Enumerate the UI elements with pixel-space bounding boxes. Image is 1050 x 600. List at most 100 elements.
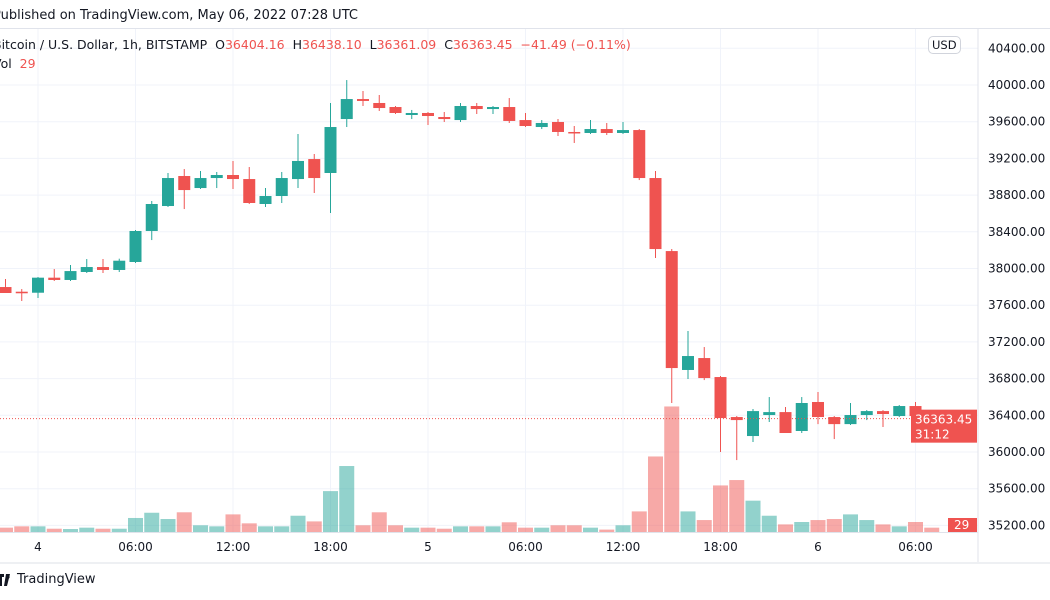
volume-bar	[696, 520, 712, 532]
close-value: 36363.45	[452, 37, 513, 52]
candle-down[interactable]	[389, 107, 402, 113]
volume-bar	[826, 519, 842, 532]
candle-down[interactable]	[779, 412, 792, 434]
candle-down[interactable]	[422, 112, 434, 117]
candle-down[interactable]	[48, 277, 61, 280]
candle-down[interactable]	[649, 178, 662, 250]
candle-down[interactable]	[600, 129, 613, 133]
candle-down[interactable]	[568, 131, 581, 134]
candle-up[interactable]	[454, 106, 467, 121]
candle-down[interactable]	[0, 287, 12, 293]
candle-down[interactable]	[665, 251, 678, 369]
symbol-legend: Bitcoin / U.S. Dollar, 1h, BITSTAMP O364…	[0, 37, 631, 52]
candle-down[interactable]	[15, 291, 28, 294]
candle-up[interactable]	[617, 130, 629, 133]
candle-up[interactable]	[145, 203, 158, 231]
volume-bar	[615, 525, 631, 532]
volume-bar	[241, 523, 257, 532]
candle-up[interactable]	[292, 160, 304, 180]
candle-down[interactable]	[243, 179, 256, 203]
candle-down[interactable]	[633, 130, 646, 179]
volume-bar	[891, 526, 907, 532]
low-value: 36361.09	[376, 37, 437, 52]
candle-down[interactable]	[877, 411, 889, 415]
volume-bar	[290, 515, 306, 532]
candle-up[interactable]	[113, 260, 126, 270]
bottom-divider	[0, 562, 1050, 564]
candle-down[interactable]	[97, 267, 109, 270]
time-tick-label: 12:00	[216, 540, 251, 554]
close-label: C	[444, 37, 453, 52]
price-tick-label: 35200.00	[988, 518, 1045, 532]
candle-up[interactable]	[275, 178, 288, 197]
high-value: 36438.10	[302, 37, 362, 52]
volume-bar	[404, 527, 420, 532]
candle-up[interactable]	[487, 107, 499, 110]
candle-up[interactable]	[259, 196, 272, 204]
volume-bar	[420, 527, 436, 532]
candle-up[interactable]	[747, 411, 759, 437]
candle-down[interactable]	[730, 417, 743, 421]
candle-down[interactable]	[519, 120, 532, 127]
candle-down[interactable]	[308, 159, 321, 179]
volume-bar	[258, 526, 273, 532]
candle-up[interactable]	[535, 122, 548, 128]
candle-up[interactable]	[893, 406, 906, 417]
candle-up[interactable]	[194, 178, 207, 189]
open-value: 36404.16	[224, 37, 285, 52]
volume-bar	[843, 514, 858, 532]
price-tick-label: 35600.00	[988, 482, 1045, 496]
candle-down[interactable]	[714, 377, 727, 419]
candle-down[interactable]	[828, 417, 841, 425]
volume-bar	[778, 524, 793, 532]
candle-up[interactable]	[844, 415, 857, 425]
price-tick-label: 37600.00	[988, 298, 1045, 312]
candle-up[interactable]	[32, 277, 44, 293]
time-tick-label: 06:00	[898, 540, 933, 554]
price-tick-label: 40400.00	[988, 41, 1045, 55]
candle-up[interactable]	[682, 356, 694, 370]
candle-up[interactable]	[340, 99, 353, 120]
candle-up[interactable]	[129, 230, 142, 262]
volume-bar	[631, 511, 647, 532]
candle-up[interactable]	[324, 127, 337, 173]
volume-bar	[810, 520, 826, 532]
candle-down[interactable]	[373, 102, 386, 109]
candle-down[interactable]	[552, 121, 564, 132]
volume-bar	[713, 485, 728, 532]
candle-down[interactable]	[503, 107, 516, 121]
volume-bar	[648, 456, 663, 532]
candle-up[interactable]	[64, 271, 77, 280]
candle-down[interactable]	[178, 176, 191, 191]
candle-up[interactable]	[162, 178, 174, 207]
currency-badge[interactable]: USD	[928, 36, 961, 54]
volume-bar	[794, 522, 810, 532]
candle-up[interactable]	[860, 411, 873, 416]
volume-bar	[924, 527, 940, 532]
volume-bar	[30, 526, 46, 532]
volume-bar	[176, 512, 192, 532]
candle-up[interactable]	[795, 403, 808, 431]
candle-down[interactable]	[470, 106, 483, 110]
volume-bar	[209, 526, 225, 532]
candle-down[interactable]	[357, 99, 369, 101]
volume-value: 29	[19, 56, 36, 71]
volume-bar	[453, 526, 468, 532]
volume-bar	[371, 512, 387, 532]
candle-up[interactable]	[210, 175, 223, 179]
volume-bar	[46, 528, 62, 532]
candle-up[interactable]	[584, 129, 597, 133]
tradingview-logo[interactable]: TradingView	[0, 572, 96, 587]
candle-down[interactable]	[698, 358, 711, 379]
candle-down[interactable]	[438, 117, 451, 120]
candle-down[interactable]	[812, 401, 824, 418]
volume-bar	[501, 522, 517, 532]
open-label: O	[215, 37, 225, 52]
candle-down[interactable]	[227, 175, 239, 180]
change-value: −41.49 (−0.11%)	[520, 37, 631, 52]
last-price-tag	[911, 409, 977, 443]
candle-up[interactable]	[763, 412, 776, 416]
candle-up[interactable]	[405, 112, 418, 116]
candle-up[interactable]	[80, 267, 93, 272]
